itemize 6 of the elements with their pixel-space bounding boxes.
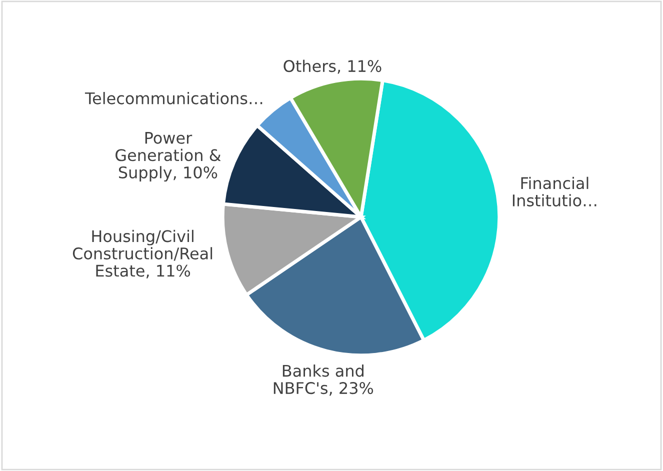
slice-label: Housing/Civil Construction/Real Estate, 11% <box>72 230 212 278</box>
slice-label: Banks and NBFC's, 23% <box>274 364 374 396</box>
slice-label: Power Generation & Supply, 10% <box>116 132 221 182</box>
slice-label: Others, 11% <box>284 60 382 74</box>
slice-label: Telecommunications… <box>84 92 262 104</box>
slice-label: Financial Institutio… <box>512 176 596 206</box>
